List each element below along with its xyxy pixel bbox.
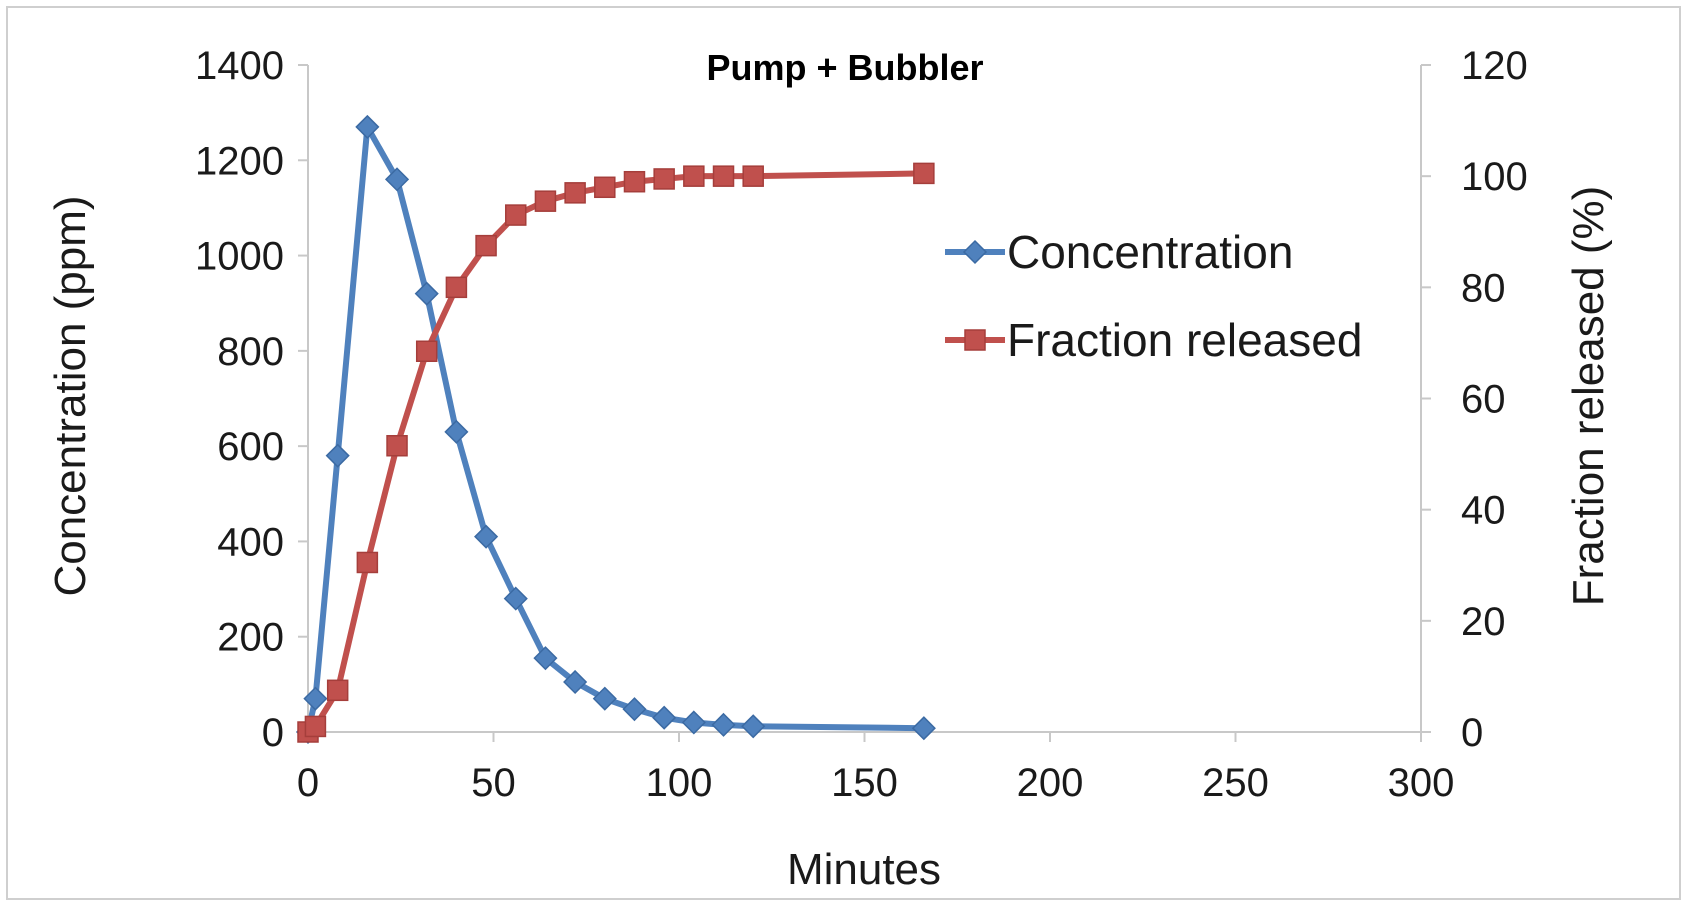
left-y-tick-label: 1000 [195,235,284,279]
concentration-point [652,705,677,730]
left-y-tick-label: 200 [217,616,284,660]
legend-marker-fraction-released [964,329,986,351]
left-y-tick-label: 600 [217,425,284,469]
left-y-tick-label: 800 [217,330,284,374]
fraction-released-point [534,190,557,212]
right-y-axis-title: Fraction released (%) [1564,186,1613,607]
concentration-point [384,167,410,192]
fraction-released-point [445,276,468,299]
fraction-released-point [653,168,675,190]
right-y-tick-label: 20 [1461,600,1506,644]
x-tick-label: 300 [1388,761,1455,805]
concentration-point [414,281,439,306]
x-tick-label: 200 [1017,761,1084,805]
fraction-released-point [386,434,408,457]
left-y-tick-label: 1400 [195,44,284,88]
right-y-tick-label: 100 [1461,155,1528,199]
left-y-tick-label: 1200 [195,139,284,183]
concentration-point [444,419,469,444]
concentration-point [741,714,766,739]
fraction-released-point [505,204,527,226]
right-y-tick-label: 0 [1461,711,1483,755]
legend-label-fraction-released: Fraction released [1007,314,1362,366]
fraction-released-point [564,182,586,204]
concentration-point [325,443,350,468]
concentration-point [474,524,499,549]
chart-title: Pump + Bubbler [706,47,983,88]
left-y-tick-label: 0 [262,711,284,755]
fraction-released-point [683,165,705,187]
concentration-point [911,716,936,741]
chart-frame [6,6,1681,900]
fraction-released-point [594,176,616,199]
concentration-point [711,712,736,737]
right-y-tick-label: 80 [1461,266,1506,310]
right-y-tick-label: 120 [1461,44,1528,88]
x-tick-label: 50 [471,761,516,805]
concentration-point [303,686,328,711]
fraction-released-point [475,234,497,257]
ticks: 0 50 100 150 200 250 3000200400600800100012001… [195,44,1528,805]
fraction-released-point [415,340,438,363]
x-tick-label: 0 [297,761,319,805]
fraction-released-point [356,551,379,574]
right-y-tick-label: 60 [1461,378,1506,422]
x-axis-title: Minutes [787,845,941,894]
concentration-point [503,586,528,611]
legend: Concentration Fraction released [945,226,1362,366]
concentration-point [622,697,647,722]
concentration-point [533,646,558,671]
fraction-released-point [742,165,764,187]
concentration-point [355,114,380,139]
fraction-released-point [304,715,327,738]
x-tick-label: 250 [1202,761,1269,805]
fraction-released-point [326,679,349,702]
axes [307,65,1422,733]
x-tick-label: 100 [646,761,713,805]
concentration-point [592,686,617,711]
series-lines [305,123,924,735]
right-y-tick-label: 40 [1461,489,1506,533]
legend-marker-concentration [962,239,988,265]
concentration-point [681,710,706,735]
x-tick-label: 150 [831,761,898,805]
fraction-released-point [712,165,735,187]
fraction-released-point [623,170,646,193]
left-y-tick-label: 400 [217,520,284,564]
legend-label-concentration: Concentration [1007,226,1293,278]
concentration-point [563,669,588,695]
left-y-axis-title: Concentration (ppm) [46,195,95,596]
fraction-released-point [913,162,935,185]
series-markers [295,114,936,745]
